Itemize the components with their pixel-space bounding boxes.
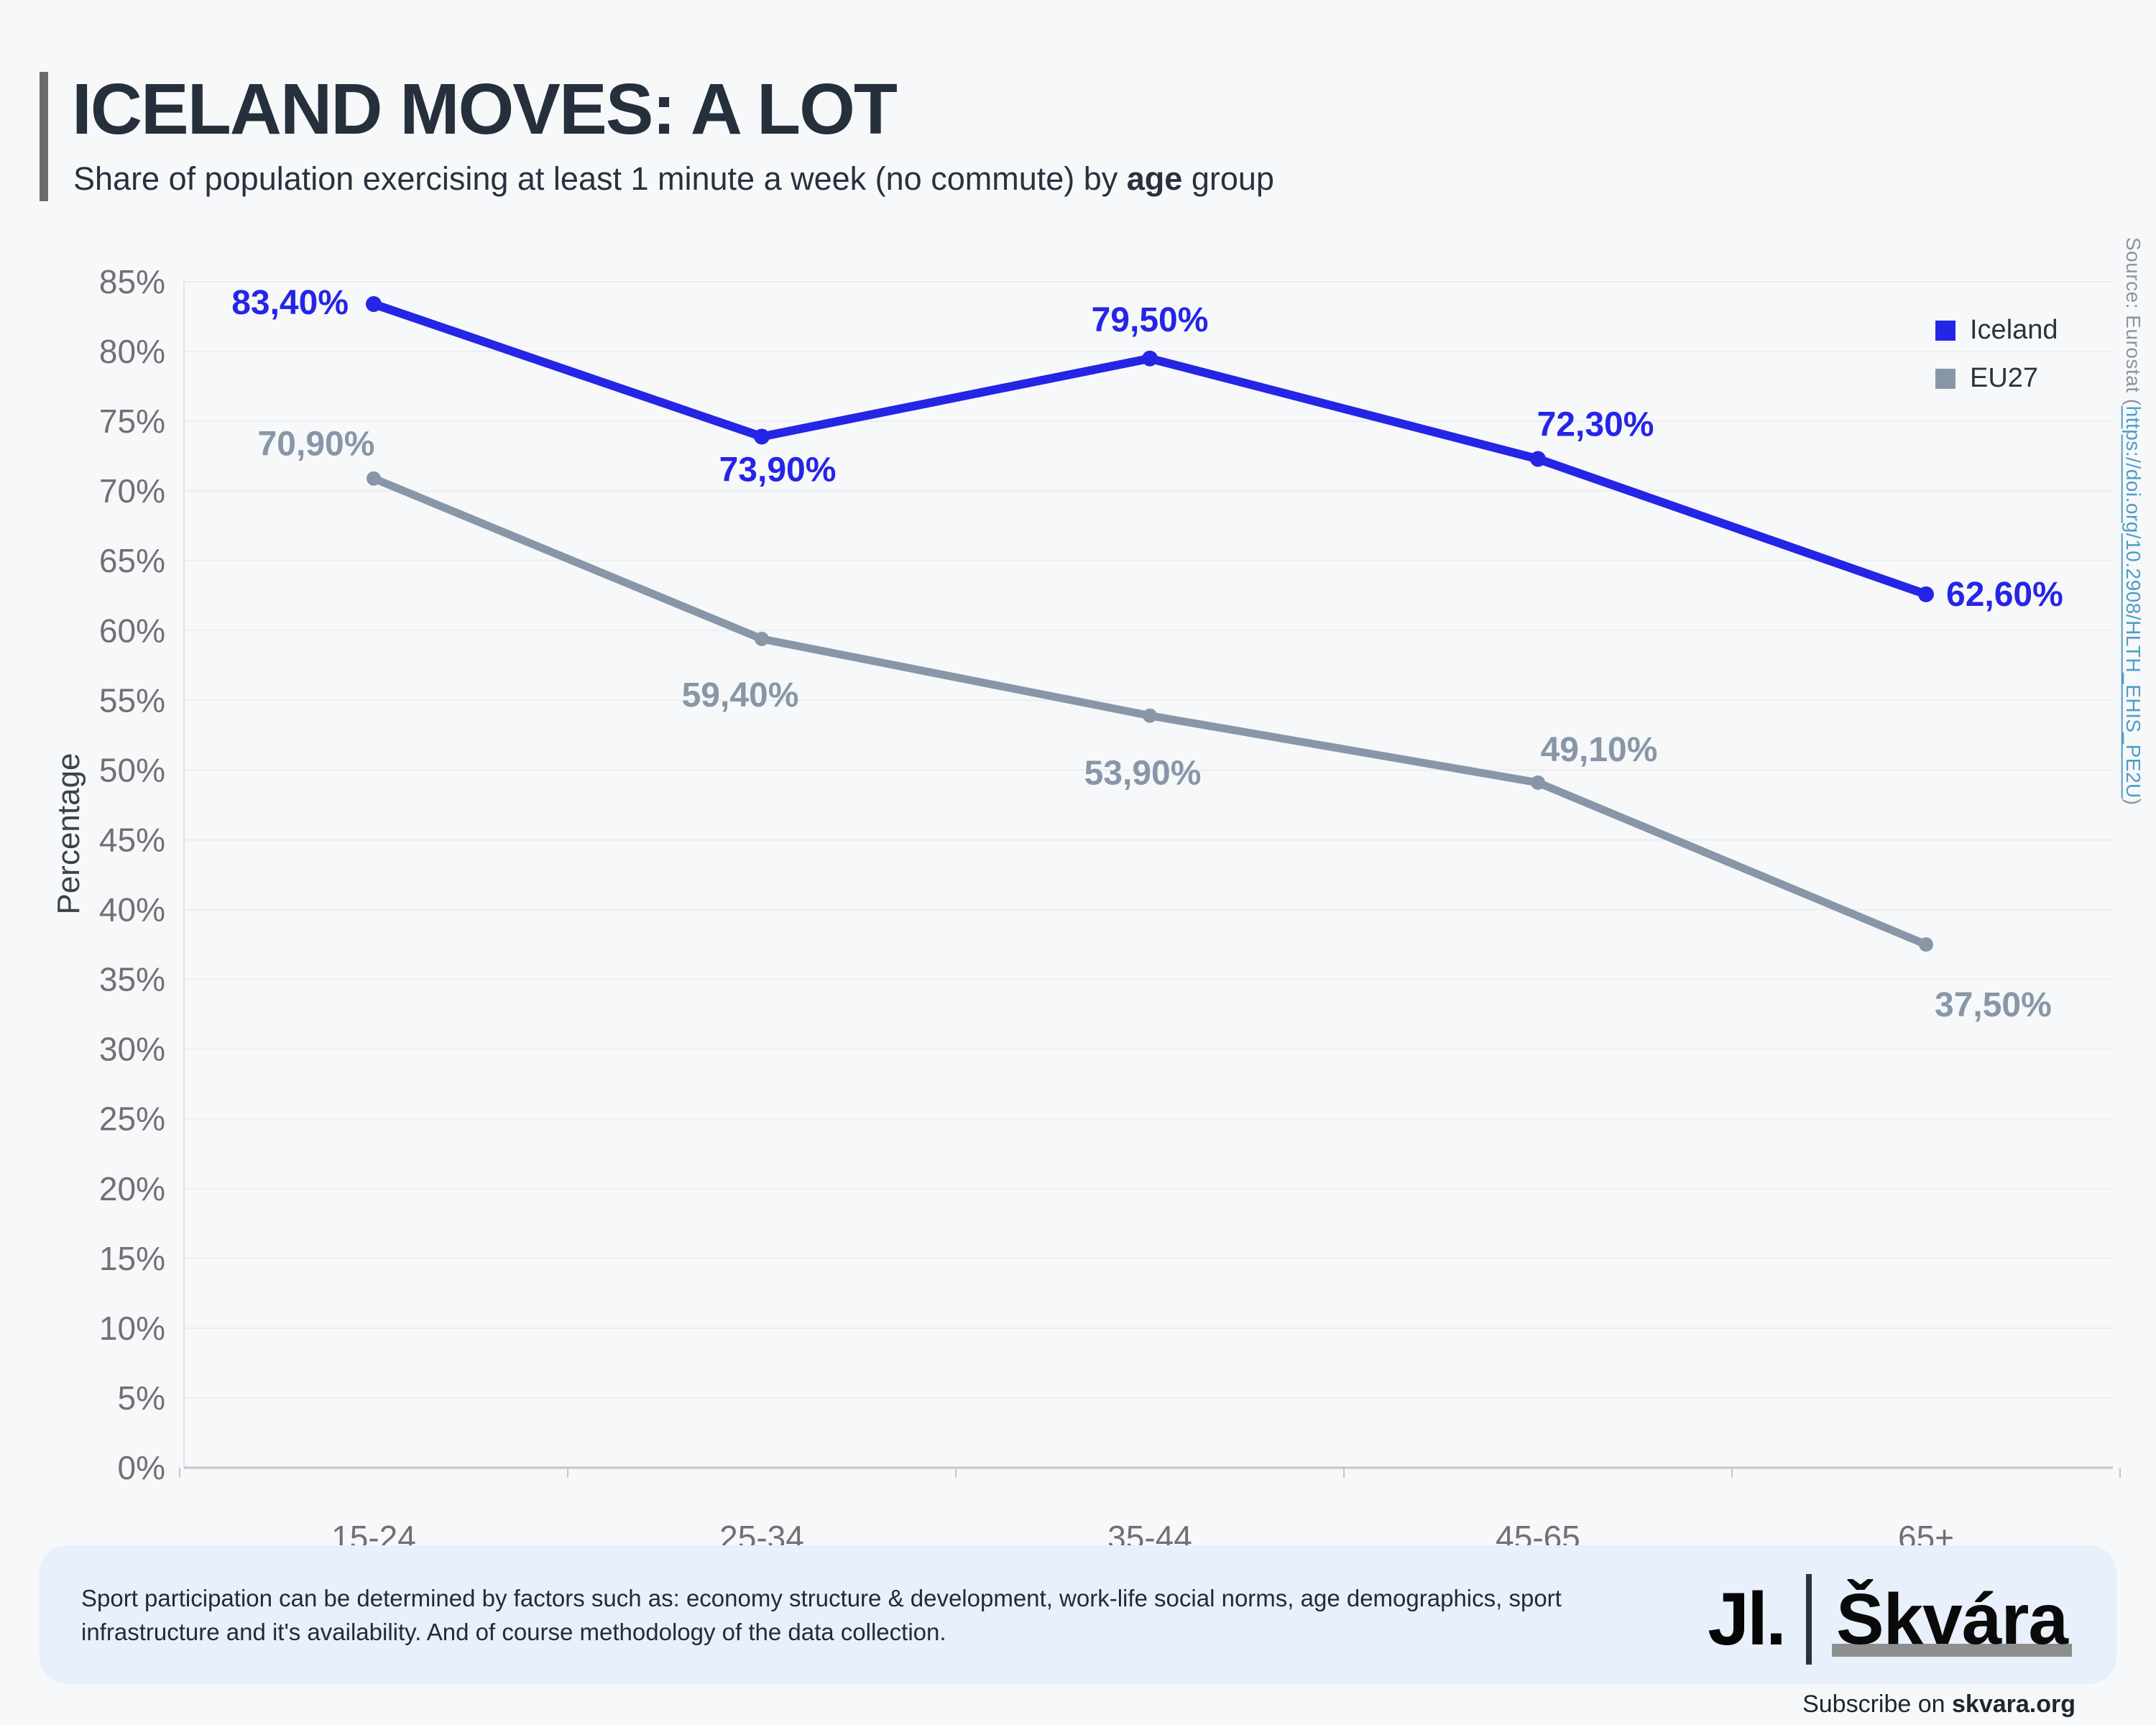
iceland-point [754, 428, 770, 445]
y-tick-label: 75% [99, 402, 165, 440]
y-tick-label: 20% [99, 1170, 165, 1208]
eu27-data-label: 70,90% [258, 426, 375, 464]
y-tick-label: 85% [99, 263, 165, 300]
y-tick-label: 55% [99, 681, 165, 719]
iceland-data-label: 73,90% [719, 451, 837, 489]
y-tick-label: 25% [99, 1100, 165, 1138]
footer-note: Sport participation can be determined by… [81, 1581, 1562, 1649]
y-tick-label: 60% [99, 612, 165, 649]
eu27-point [367, 471, 381, 486]
y-tick-label: 40% [99, 891, 165, 929]
subscribe-note: Subscribe on skvara.org [1802, 1690, 2076, 1719]
eu27-data-label: 59,40% [682, 676, 799, 714]
iceland-line [369, 300, 1930, 599]
y-tick-label: 70% [99, 472, 165, 510]
eu27-swatch-icon [1935, 368, 1955, 389]
footer-note-line: Sport participation can be determined by… [81, 1585, 1562, 1611]
source-suffix: ) [2122, 798, 2145, 806]
iceland-point [366, 296, 382, 313]
source-prefix: Source: Eurostat ( [2122, 237, 2145, 406]
iceland-point [1530, 451, 1546, 467]
page-subtitle: Share of population exercising at least … [73, 160, 1274, 198]
subtitle-bold-word: age [1126, 160, 1183, 197]
footer-note-line: infrastructure and it's availability. An… [81, 1619, 946, 1645]
y-tick-label: 45% [99, 821, 165, 858]
y-tick-label: 30% [99, 1031, 165, 1068]
title-accent-bar [40, 72, 48, 201]
eu27-data-label: 49,10% [1541, 731, 1658, 769]
iceland-data-label: 83,40% [231, 284, 349, 322]
y-axis-title: Percentage [51, 753, 86, 915]
y-tick-label: 0% [118, 1449, 165, 1486]
y-tick-label: 10% [99, 1310, 165, 1347]
iceland-data-label: 79,50% [1092, 301, 1209, 339]
eu27-point [1919, 937, 1933, 952]
logo-name: Škvára [1831, 1578, 2072, 1661]
subscribe-site[interactable]: skvara.org [1952, 1690, 2076, 1718]
legend-item-iceland: Iceland [1935, 315, 2058, 346]
y-tick-label: 5% [118, 1379, 165, 1417]
page-title: ICELAND MOVES: A LOT [72, 69, 898, 150]
subscribe-prefix: Subscribe on [1802, 1690, 1952, 1718]
y-tick-label: 80% [99, 333, 165, 370]
source-link[interactable]: https://doi.org/10.2908/HLTH_EHIS_PE2U [2122, 405, 2145, 799]
subtitle-prefix: Share of population exercising at least … [73, 160, 1127, 197]
y-tick-label: 50% [99, 751, 165, 788]
footer-box: Sport participation can be determined by… [40, 1545, 2116, 1684]
legend: Iceland EU27 [1935, 315, 2058, 411]
y-tick-label: 35% [99, 961, 165, 998]
skvara-logo: Jl. Škvára [1708, 1573, 2072, 1666]
logo-divider [1805, 1574, 1812, 1665]
eu27-data-label: 53,90% [1084, 755, 1202, 793]
legend-label: Iceland [1970, 315, 2058, 345]
iceland-point [1918, 586, 1934, 602]
eu27-point [1143, 708, 1157, 723]
iceland-point [1142, 350, 1158, 367]
y-tick-label: 15% [99, 1240, 165, 1277]
source-note: Source: Eurostat (https://doi.org/10.290… [2122, 237, 2145, 806]
eu27-point [755, 631, 769, 646]
iceland-data-label: 62,60% [1946, 576, 2063, 614]
eu27-data-label: 37,50% [1935, 986, 2052, 1024]
iceland-data-label: 72,30% [1537, 406, 1654, 444]
subtitle-suffix: group [1182, 160, 1274, 197]
legend-item-eu27: EU27 [1935, 363, 2058, 394]
legend-label: EU27 [1970, 363, 2039, 393]
logo-mark: Jl. [1708, 1577, 1787, 1661]
eu27-point [1531, 775, 1545, 790]
y-tick-label: 65% [99, 542, 165, 579]
iceland-swatch-icon [1935, 320, 1955, 341]
